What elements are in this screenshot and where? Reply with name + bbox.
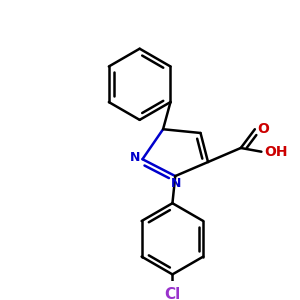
Text: OH: OH — [264, 145, 288, 159]
Text: Cl: Cl — [164, 287, 181, 300]
Text: N: N — [130, 151, 140, 164]
Text: N: N — [171, 177, 181, 190]
Text: O: O — [258, 122, 269, 136]
